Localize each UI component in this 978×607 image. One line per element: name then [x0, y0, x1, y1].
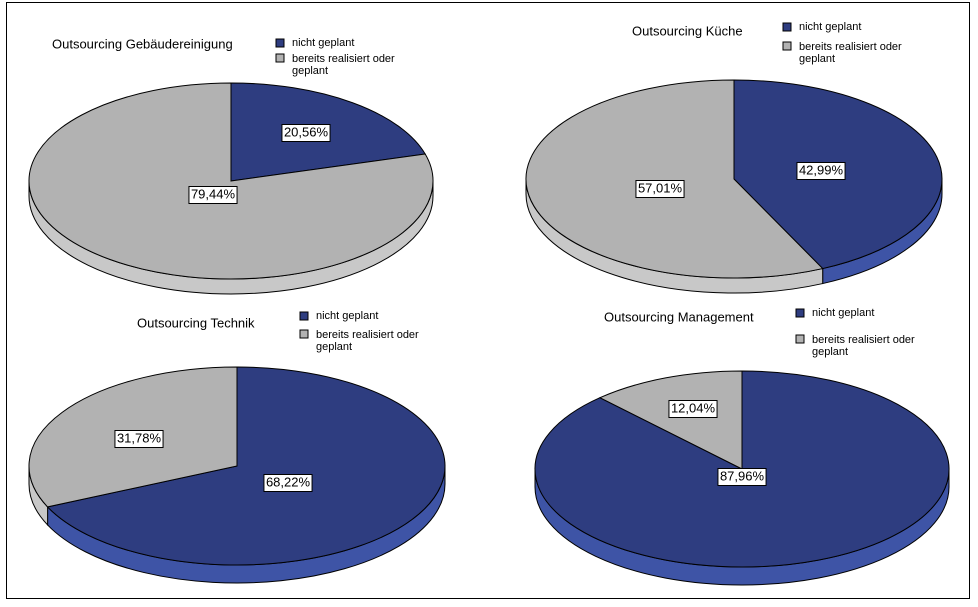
legend: nicht geplant bereits realisiert odergepl… — [275, 37, 395, 77]
data-label-box — [668, 400, 718, 418]
data-label: 20,56% — [284, 124, 329, 139]
legend-swatch — [782, 22, 792, 32]
pie-slice-bereits-realisiert — [525, 79, 824, 279]
legend-label-continued: geplant — [812, 346, 848, 358]
legend-label: bereits realisiert oder — [812, 334, 915, 346]
data-label-box — [188, 186, 238, 204]
data-label-box — [717, 468, 767, 486]
legend-label: nicht geplant — [316, 310, 378, 322]
legend-label: bereits realisiert oder — [799, 41, 902, 53]
legend: nicht geplant bereits realisiert odergepl… — [795, 307, 915, 358]
legend-label-continued: geplant — [316, 341, 352, 353]
legend-label: nicht geplant — [812, 307, 874, 319]
legend-swatch — [299, 329, 309, 339]
data-label-box — [796, 162, 846, 180]
pie-chart-4: 87,96% 12,04% Outsourcing Management nicht … — [534, 307, 950, 586]
data-label: 68,22% — [266, 474, 311, 489]
data-label: 57,01% — [638, 180, 683, 195]
legend-swatch — [782, 41, 792, 51]
pie-slice-bereits-realisiert — [28, 82, 434, 280]
pie-slice-nicht-geplant — [534, 370, 950, 568]
legend-swatch — [299, 311, 309, 321]
legend-label-continued: geplant — [799, 53, 835, 65]
data-label: 31,78% — [117, 430, 162, 445]
data-label: 42,99% — [799, 162, 844, 177]
legend-label: nicht geplant — [799, 21, 861, 33]
data-label-box — [114, 430, 164, 448]
data-label: 12,04% — [671, 400, 716, 415]
chart-title: Outsourcing Management — [604, 309, 754, 324]
legend: nicht geplant bereits realisiert odergepl… — [782, 21, 902, 65]
legend-swatch — [275, 38, 285, 48]
pie-chart-2: 42,99% 57,01% Outsourcing Küche nicht gepla… — [525, 21, 943, 294]
data-label: 87,96% — [720, 468, 765, 483]
legend-swatch — [275, 53, 285, 63]
chart-title: Outsourcing Technik — [137, 315, 255, 330]
data-label-box — [635, 180, 685, 198]
pie-chart-3: 68,22% 31,78% Outsourcing Technik nicht gep… — [28, 310, 446, 584]
data-label-box — [281, 124, 331, 142]
data-label: 79,44% — [191, 186, 236, 201]
legend-swatch — [795, 308, 805, 318]
data-label-box — [263, 474, 313, 492]
legend: nicht geplant bereits realisiert odergepl… — [299, 310, 419, 353]
legend-label: nicht geplant — [292, 37, 354, 49]
chart-title: Outsourcing Küche — [632, 23, 743, 38]
legend-label: bereits realisiert oder — [316, 329, 419, 341]
chart-title: Outsourcing Gebäudereinigung — [52, 36, 233, 51]
legend-swatch — [795, 334, 805, 344]
pie-chart-1: 20,56% 79,44% Outsourcing Gebäudereinigung… — [28, 36, 434, 295]
legend-label: bereits realisiert oder — [292, 53, 395, 65]
pie-slice-bereits-realisiert — [598, 370, 743, 470]
pie-slice-nicht-geplant — [46, 366, 446, 566]
legend-label-continued: geplant — [292, 65, 328, 77]
